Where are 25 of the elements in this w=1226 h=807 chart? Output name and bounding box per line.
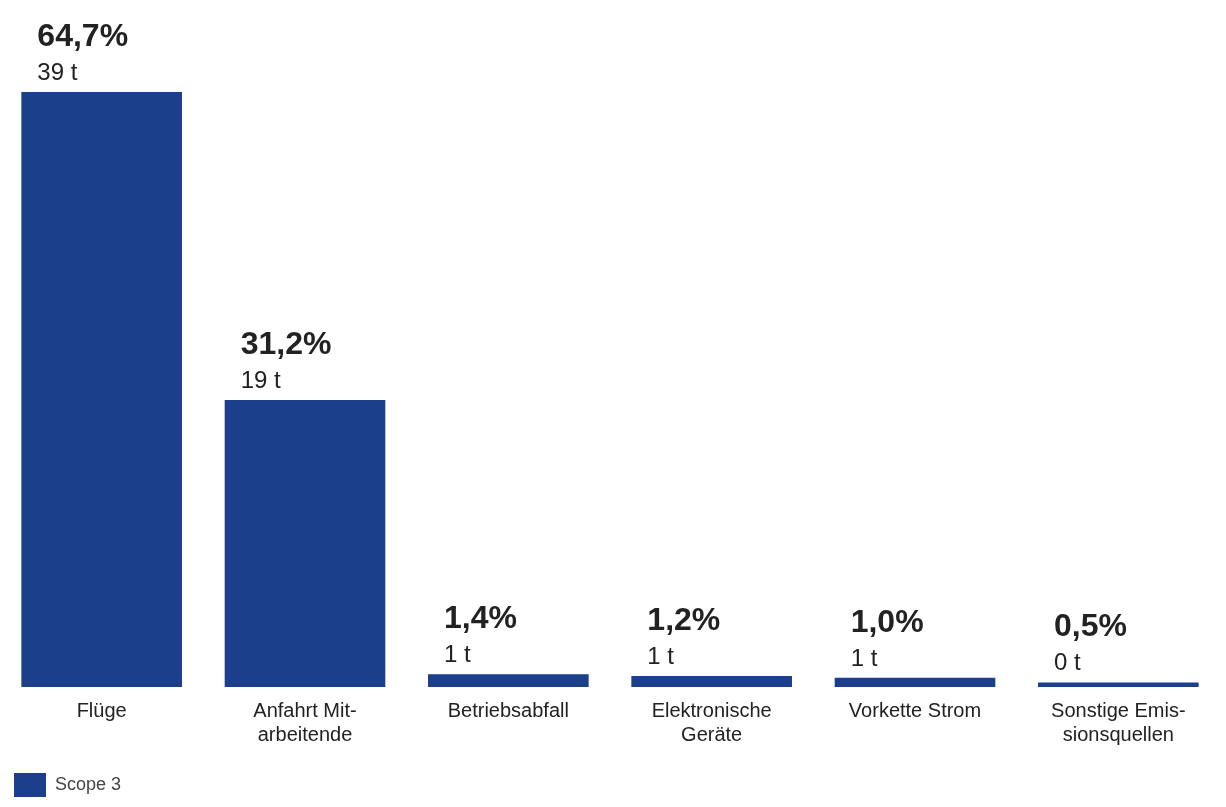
- x-tick-label: Elektronische Geräte: [651, 698, 772, 745]
- data-label: 31,2%: [240, 325, 332, 362]
- data-label: 1,4%: [444, 599, 517, 636]
- annotation: 19 t: [240, 366, 282, 394]
- bar: [428, 674, 589, 687]
- annotation: 0 t: [1054, 648, 1082, 676]
- bar: [1038, 682, 1199, 687]
- x-tick-label: Betriebsabfall: [447, 698, 569, 721]
- bar: [21, 92, 182, 687]
- bar: [834, 677, 996, 687]
- x-tick-label: Sonstige Emis- sionsquellen: [1051, 698, 1186, 745]
- data-label: 0,5%: [1054, 607, 1127, 644]
- x-tick-label: Flüge: [76, 698, 127, 721]
- legend-label: Scope 3: [55, 773, 122, 794]
- bar: [631, 675, 792, 687]
- annotation: 39 t: [37, 58, 78, 85]
- data-label: 1,0%: [850, 602, 924, 639]
- x-tick-label: Vorkette Strom: [848, 698, 982, 721]
- data-label: 64,7%: [37, 17, 129, 53]
- annotation: 1 t: [444, 640, 472, 668]
- annotation: 1 t: [850, 643, 878, 671]
- x-tick-label: Anfahrt Mit- arbeitende: [253, 698, 357, 745]
- data-label: 1,2%: [647, 600, 721, 637]
- annotation: 1 t: [647, 641, 675, 669]
- bar: [224, 400, 386, 687]
